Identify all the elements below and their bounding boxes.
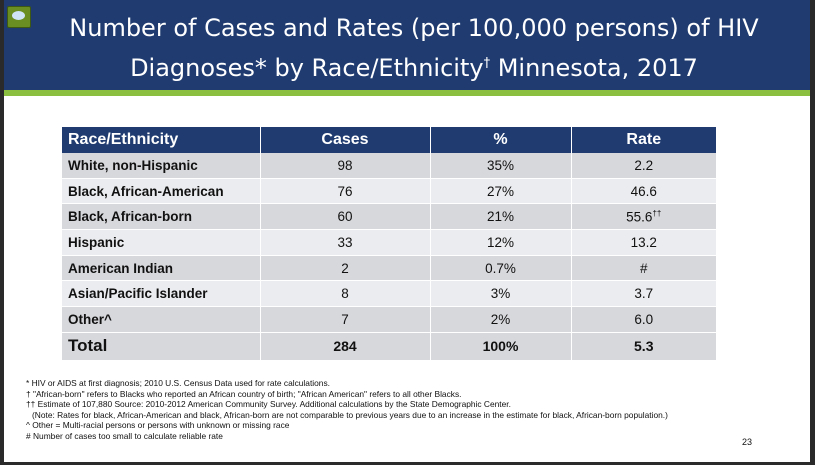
cell-group: American Indian — [62, 255, 260, 282]
header-percent: % — [429, 127, 571, 153]
footnote-dagger: † "African-born" refers to Blacks who re… — [26, 388, 462, 399]
cell-cases: 8 — [259, 280, 430, 308]
cell-percent: 12% — [429, 229, 571, 256]
footnote-hash: # Number of cases too small to calculate… — [26, 430, 223, 441]
cell-cases: 60 — [259, 203, 430, 231]
slide: Number of Cases and Rates (per 100,000 p… — [4, 0, 810, 462]
header-rate: Rate — [570, 127, 716, 153]
table-row: Black, African-born 60 21% 55.6†† — [62, 203, 716, 231]
table-row: American Indian 2 0.7% # — [62, 255, 716, 282]
cell-total-percent: 100% — [429, 332, 571, 361]
table-header-row: Race/Ethnicity Cases % Rate — [62, 127, 716, 153]
cell-total-rate: 5.3 — [570, 332, 716, 361]
title-banner: Number of Cases and Rates (per 100,000 p… — [4, 0, 810, 90]
cell-percent: 0.7% — [429, 255, 571, 282]
table-row: White, non-Hispanic 98 35% 2.2 — [62, 153, 716, 179]
cell-total-label: Total — [62, 332, 260, 361]
cell-total-cases: 284 — [259, 332, 430, 361]
title-line-2: Diagnoses* by Race/Ethnicity† Minnesota,… — [64, 46, 764, 86]
cell-group: Black, African-born — [62, 203, 260, 231]
cell-cases: 76 — [259, 178, 430, 205]
cell-percent: 35% — [429, 153, 571, 179]
hiv-cases-table: Race/Ethnicity Cases % Rate White, non-H… — [62, 127, 716, 361]
cell-rate: 2.2 — [570, 153, 716, 179]
title-line-2-tail: Minnesota, 2017 — [490, 54, 698, 82]
table-row: Other^ 7 2% 6.0 — [62, 306, 716, 333]
double-dagger-mark: †† — [652, 208, 662, 218]
slide-title: Number of Cases and Rates (per 100,000 p… — [64, 10, 764, 86]
cell-rate: 3.7 — [570, 280, 716, 308]
cell-percent: 27% — [429, 178, 571, 205]
table-row: Black, African-American 76 27% 46.6 — [62, 178, 716, 205]
total-row: Total 284 100% 5.3 — [62, 332, 716, 361]
table-row: Hispanic 33 12% 13.2 — [62, 229, 716, 256]
cell-cases: 2 — [259, 255, 430, 282]
comment-icon[interactable] — [7, 6, 31, 28]
cell-group: Hispanic — [62, 229, 260, 256]
cell-group: White, non-Hispanic — [62, 153, 260, 179]
cell-percent: 21% — [429, 203, 571, 231]
cell-group: Asian/Pacific Islander — [62, 280, 260, 308]
cell-rate: 55.6 — [626, 209, 653, 225]
footnote-double-dagger: †† Estimate of 107,880 Source: 2010-2012… — [26, 399, 511, 410]
cell-percent: 3% — [429, 280, 571, 308]
title-line-2-main: Diagnoses* by Race/Ethnicity — [130, 54, 484, 82]
cell-rate: # — [570, 255, 716, 282]
footnote-other: ^ Other = Multi-racial persons or person… — [26, 420, 290, 431]
cell-group: Other^ — [62, 306, 260, 333]
cell-rate: 6.0 — [570, 306, 716, 333]
accent-bar — [4, 90, 810, 96]
footnote-rate-note: (Note: Rates for black, African-American… — [32, 409, 668, 420]
title-line-1: Number of Cases and Rates (per 100,000 p… — [69, 14, 759, 42]
cell-cases: 33 — [259, 229, 430, 256]
header-cases: Cases — [259, 127, 430, 153]
cell-rate-with-note: 55.6†† — [570, 203, 716, 231]
page-number: 23 — [742, 437, 753, 447]
cell-cases: 98 — [259, 153, 430, 179]
cell-cases: 7 — [259, 306, 430, 333]
footnote-asterisk: * HIV or AIDS at first diagnosis; 2010 U… — [26, 378, 330, 388]
footnotes: * HIV or AIDS at first diagnosis; 2010 U… — [26, 378, 786, 442]
header-race-ethnicity: Race/Ethnicity — [62, 127, 260, 153]
cell-rate: 46.6 — [570, 178, 716, 205]
dagger-mark: † — [483, 56, 491, 71]
cell-percent: 2% — [429, 306, 571, 333]
cell-group: Black, African-American — [62, 178, 260, 205]
table-row: Asian/Pacific Islander 8 3% 3.7 — [62, 280, 716, 308]
cell-rate: 13.2 — [570, 229, 716, 256]
